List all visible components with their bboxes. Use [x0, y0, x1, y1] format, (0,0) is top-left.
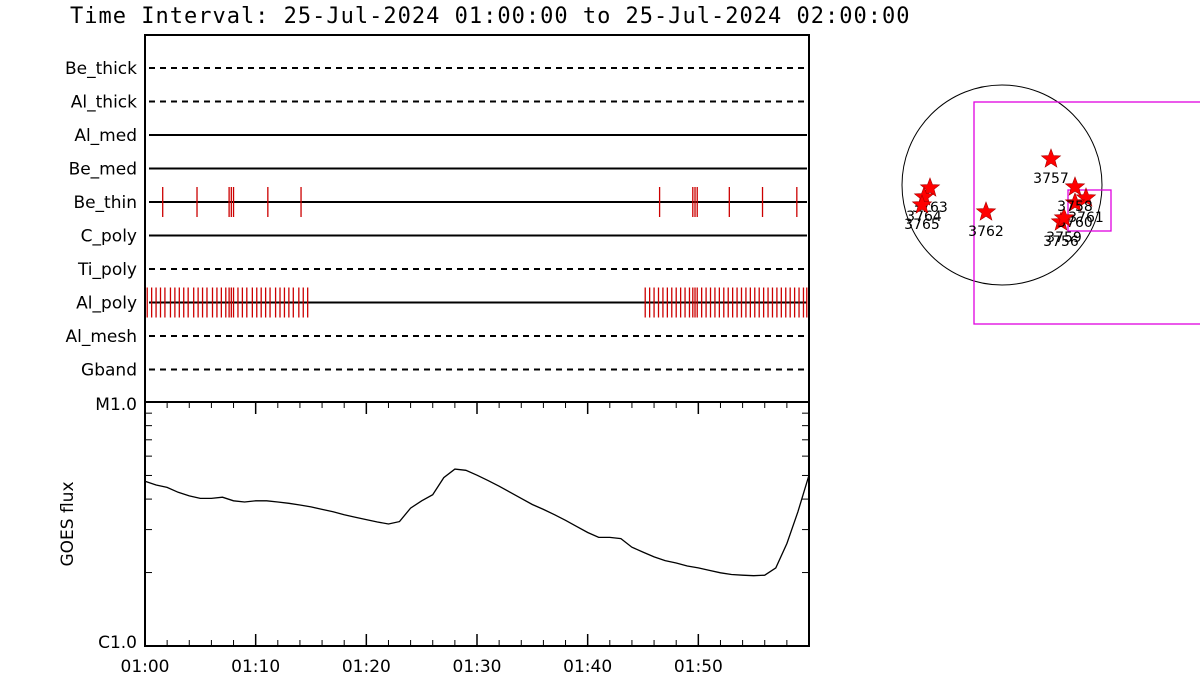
region-label-3765: 3765 — [904, 217, 940, 233]
region-label-3762: 3762 — [968, 224, 1004, 240]
region-label-3764: 3764 — [906, 209, 942, 225]
channel-label-gband: Gband — [81, 361, 137, 381]
channel-label-al_thick: Al_thick — [71, 93, 137, 113]
y-axis-label: GOES flux — [58, 481, 78, 566]
goes-frame — [144, 401, 810, 647]
region-label-3761: 3761 — [1068, 210, 1104, 226]
solar-disk-outline — [901, 84, 1103, 286]
region-label-3758: 3758 — [1057, 199, 1093, 215]
region-label-3757: 3757 — [1033, 171, 1069, 187]
fov-box-small — [1067, 189, 1112, 232]
region-label-3756: 3756 — [1043, 234, 1079, 250]
x-tick-label-3: 01:30 — [453, 657, 502, 677]
region-star-3757 — [1040, 148, 1062, 168]
region-star-3760 — [1064, 192, 1086, 212]
y-tick-label-bottom: C1.0 — [98, 633, 137, 653]
channel-label-be_thin: Be_thin — [73, 193, 137, 213]
region-label-3759: 3759 — [1046, 230, 1082, 246]
fov-box-large — [973, 101, 1200, 325]
channel-label-al_mesh: Al_mesh — [65, 327, 137, 347]
region-star-3763 — [919, 177, 941, 197]
region-star-3762 — [975, 201, 997, 221]
x-tick-label-4: 01:40 — [563, 657, 612, 677]
goes-flux-line — [144, 468, 810, 577]
y-tick-label-top: M1.0 — [95, 395, 137, 415]
channel-label-be_med: Be_med — [69, 160, 137, 180]
channel-label-c_poly: C_poly — [81, 227, 137, 247]
x-tick-label-1: 01:10 — [231, 657, 280, 677]
x-tick-label-0: 01:00 — [121, 657, 170, 677]
region-star-3761 — [1075, 187, 1097, 207]
channel-label-be_thick: Be_thick — [65, 59, 137, 79]
channel-label-al_med: Al_med — [74, 126, 137, 146]
x-tick-label-2: 01:20 — [342, 657, 391, 677]
x-tick-label-5: 01:50 — [674, 657, 723, 677]
region-star-3758 — [1064, 176, 1086, 196]
timeline-frame — [144, 34, 810, 403]
event-timeline-panel: Be_thick Al_thick Al_med Be_med Be_thin C_pol… — [65, 34, 810, 403]
chart-title: Time Interval: 25-Jul-2024 01:00:00 to 2… — [70, 4, 911, 29]
goes-flux-panel: 01:00 01:10 01:20 01:30 01:40 01:50 M1.0 C1.0 GO… — [58, 395, 810, 677]
channel-label-al_poly: Al_poly — [76, 294, 137, 314]
channel-label-ti_poly: Ti_poly — [77, 260, 137, 280]
region-star-3759 — [1053, 207, 1075, 227]
region-star-3765 — [911, 194, 933, 214]
